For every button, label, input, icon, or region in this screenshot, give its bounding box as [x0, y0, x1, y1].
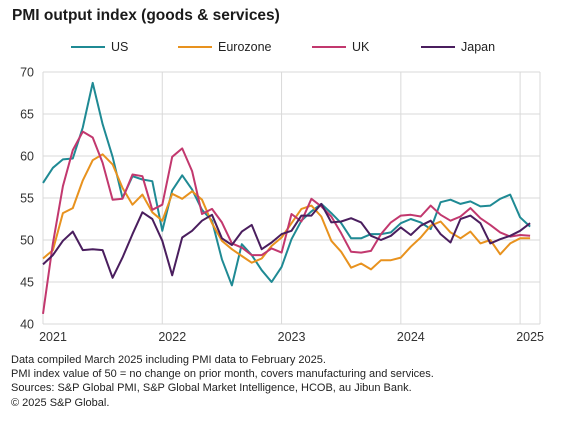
legend-swatch-us: [71, 46, 105, 48]
x-tick-label-2025: 2025: [516, 330, 544, 344]
series-line-us: [42, 81, 531, 287]
x-tick-label-2024: 2024: [397, 330, 425, 344]
y-tick-label-40: 40: [20, 318, 34, 332]
legend-item-uk: UK: [312, 40, 369, 54]
x-tick-label-2022: 2022: [158, 330, 186, 344]
legend-item-japan: Japan: [421, 40, 495, 54]
y-tick-label-60: 60: [20, 150, 34, 164]
x-tick-label-2021: 2021: [39, 330, 67, 344]
footer-line-data-compiled: Data compiled March 2025 including PMI d…: [11, 354, 326, 366]
y-tick-label-65: 65: [20, 108, 34, 122]
series-line-uk: [42, 130, 531, 315]
footer-line-copyright: © 2025 S&P Global.: [11, 396, 110, 409]
series-line-japan: [42, 202, 531, 279]
y-tick-label-45: 45: [20, 276, 34, 290]
footer-line-sources: Sources: S&P Global PMI, S&P Global Mark…: [11, 382, 412, 395]
legend-item-us: US: [71, 40, 128, 54]
footer-line-index-note: PMI index value of 50 = no change on pri…: [11, 368, 434, 381]
legend: US Eurozone UK Japan: [0, 40, 561, 58]
line-chart: 40 45 50 55 60 65 70 2021 2022 2023 2024 2025: [20, 66, 544, 345]
legend-swatch-japan: [421, 46, 455, 48]
legend-label-us: US: [111, 40, 129, 54]
legend-label-uk: UK: [352, 40, 370, 54]
legend-swatch-eurozone: [178, 46, 212, 48]
x-tick-label-2023: 2023: [278, 330, 306, 344]
y-tick-label-50: 50: [20, 234, 34, 248]
legend-swatch-uk: [312, 46, 346, 48]
chart-title: PMI output index (goods & services): [12, 7, 280, 24]
footer-notes: Data compiled March 2025 including PMI d…: [11, 353, 434, 410]
legend-item-eurozone: Eurozone: [178, 40, 272, 54]
legend-label-eurozone: Eurozone: [218, 40, 272, 54]
y-tick-label-70: 70: [20, 66, 34, 80]
legend-label-japan: Japan: [461, 40, 496, 54]
y-tick-label-55: 55: [20, 192, 34, 206]
